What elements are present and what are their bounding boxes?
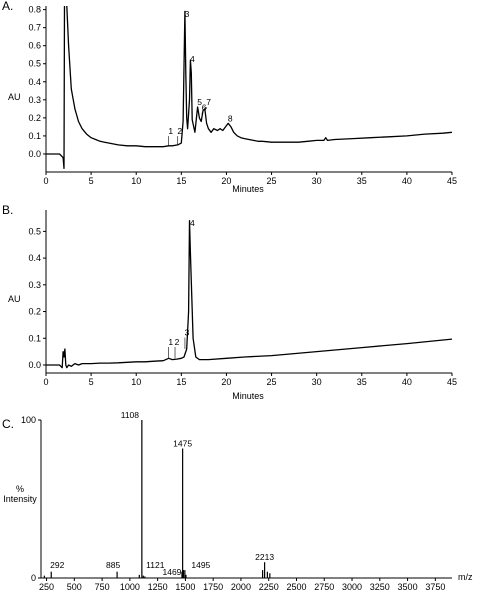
panel-a-x-tick-label: 5 bbox=[89, 176, 94, 186]
panel-b-peak-label: 1 bbox=[168, 337, 173, 347]
panel-b-x-tick-label: 0 bbox=[43, 377, 48, 387]
panel-b-y-tick-label: 0.3 bbox=[28, 280, 41, 290]
panel-b-x-tick-label: 40 bbox=[402, 377, 412, 387]
panel-b-peak-label: 2 bbox=[175, 337, 180, 347]
panel-a-peak-label: 3 bbox=[185, 9, 190, 19]
panel-b-x-tick-label: 15 bbox=[176, 377, 186, 387]
panel-b-x-tick-label: 30 bbox=[312, 377, 322, 387]
panel-a-peak-label: 4 bbox=[190, 54, 195, 64]
panel-a-x-tick-label: 30 bbox=[312, 176, 322, 186]
panel-b-x-tick-label: 20 bbox=[221, 377, 231, 387]
panel-b-y-tick-label: 0.0 bbox=[28, 360, 41, 370]
panel-a-y-tick-label: 0.7 bbox=[28, 23, 41, 33]
panel-c-x-tick-label: 3000 bbox=[342, 582, 362, 590]
panel-a-x-tick-label: 20 bbox=[221, 176, 231, 186]
panel-a-peak-label: 7 bbox=[206, 97, 211, 107]
panel-b-xlabel: Minutes bbox=[232, 391, 264, 401]
panel-c-label: C. bbox=[2, 417, 14, 431]
panel-a-x-tick-label: 25 bbox=[267, 176, 277, 186]
panel-a-y-tick-label: 0.0 bbox=[28, 149, 41, 159]
panel-a-xlabel: Minutes bbox=[232, 184, 264, 194]
panel-b-y-tick-label: 0.5 bbox=[28, 226, 41, 236]
panel-c-mass-spectrum: 250 500 750 1000 1250 1500 1750 2000 2250 2500 275… bbox=[21, 410, 452, 590]
panel-b-peak-label: 4 bbox=[190, 218, 195, 228]
panel-c-x-tick-label: 1000 bbox=[120, 582, 140, 590]
panel-c-peak-label: 1475 bbox=[173, 438, 192, 448]
panel-b-y-tick-label: 0.4 bbox=[28, 253, 41, 263]
panel-a-ylabel: AU bbox=[8, 92, 21, 102]
panel-c-ylabel-intensity: Intensity bbox=[3, 494, 37, 504]
panel-c-x-tick-label: 2500 bbox=[286, 582, 306, 590]
panel-c-xlabel: m/z bbox=[458, 572, 473, 582]
panel-c-peak-label: 1469 bbox=[163, 567, 182, 577]
panel-c-x-tick-label: 3750 bbox=[425, 582, 445, 590]
panel-c-x-tick-label: 3500 bbox=[398, 582, 418, 590]
panel-c-x-tick-label: 2000 bbox=[231, 582, 251, 590]
panel-b-x-tick-label: 35 bbox=[357, 377, 367, 387]
panel-a-x-tick-label: 40 bbox=[402, 176, 412, 186]
panel-c-peak-label: 2213 bbox=[255, 552, 274, 562]
panel-b-x-tick-label: 5 bbox=[89, 377, 94, 387]
panel-b-peak-label: 3 bbox=[185, 328, 190, 338]
panel-a-y-tick-label: 0.4 bbox=[28, 77, 41, 87]
panel-c-x-tick-label: 1750 bbox=[203, 582, 223, 590]
panel-a-trace bbox=[46, 6, 452, 170]
panel-c-ylabel-percent: % bbox=[16, 484, 24, 494]
panel-c-x-tick-label: 1250 bbox=[148, 582, 168, 590]
panel-a-peak-label: 5 bbox=[197, 97, 202, 107]
panel-a-y-tick-label: 0.3 bbox=[28, 95, 41, 105]
panel-a-y-tick-label: 0.6 bbox=[28, 41, 41, 51]
panel-a-y-tick-label: 0.5 bbox=[28, 59, 41, 69]
panel-b-chromatogram: 0 5 10 15 20 25 30 35 40 45 0.0 0.1 0.2 0.3 0.4 0.5 1 23 4 bbox=[28, 210, 457, 387]
panel-a-x-tick-label: 45 bbox=[447, 176, 457, 186]
panel-c-y-tick-label: 100 bbox=[21, 415, 36, 425]
panel-c-peak-label: 885 bbox=[106, 560, 120, 570]
panel-c-x-tick-label: 2750 bbox=[314, 582, 334, 590]
panel-a-x-tick-label: 15 bbox=[176, 176, 186, 186]
panel-b-ylabel: AU bbox=[8, 294, 21, 304]
panel-a-y-tick-label: 0.1 bbox=[28, 131, 41, 141]
panel-b-x-tick-label: 25 bbox=[267, 377, 277, 387]
panel-c-peak-label: 1495 bbox=[191, 560, 210, 570]
panel-a-label: A. bbox=[2, 0, 13, 13]
panel-a-peak-label: 8 bbox=[228, 113, 233, 123]
panel-a-y-tick-label: 0.2 bbox=[28, 113, 41, 123]
panel-b-trace bbox=[46, 220, 452, 369]
panel-c-y-tick-label: 0 bbox=[31, 573, 36, 583]
panel-c-peak-label: 1121 bbox=[146, 560, 165, 570]
panel-c-x-tick-label: 250 bbox=[39, 582, 54, 590]
panel-b-x-tick-label: 10 bbox=[131, 377, 141, 387]
panel-a-x-tick-label: 10 bbox=[131, 176, 141, 186]
panel-a-y-tick-label: 0.8 bbox=[28, 5, 41, 15]
panel-c-x-tick-label: 1500 bbox=[175, 582, 195, 590]
panel-a-x-tick-label: 35 bbox=[357, 176, 367, 186]
panel-c-x-tick-label: 2250 bbox=[259, 582, 279, 590]
panel-b-x-tick-label: 45 bbox=[447, 377, 457, 387]
panel-c-peak-label: 1108 bbox=[121, 410, 140, 420]
panel-b-y-tick-label: 0.2 bbox=[28, 307, 41, 317]
panel-c-x-tick-label: 3250 bbox=[370, 582, 390, 590]
panel-a-peak-label: 1 bbox=[168, 126, 173, 136]
panel-a-chromatogram: 0 5 10 15 20 25 30 35 40 450.00.10.20.30.40.50.60… bbox=[28, 5, 457, 186]
panel-a-x-tick-label: 0 bbox=[43, 176, 48, 186]
panel-b-label: B. bbox=[2, 203, 13, 217]
panel-c-peak-label: 292 bbox=[50, 560, 64, 570]
panel-c-x-tick-label: 500 bbox=[67, 582, 82, 590]
panel-b-y-tick-label: 0.1 bbox=[28, 333, 41, 343]
panel-a-peak-label: 6 bbox=[202, 103, 207, 113]
panel-a-peak-label: 2 bbox=[177, 126, 182, 136]
panel-c-x-tick-label: 750 bbox=[95, 582, 110, 590]
